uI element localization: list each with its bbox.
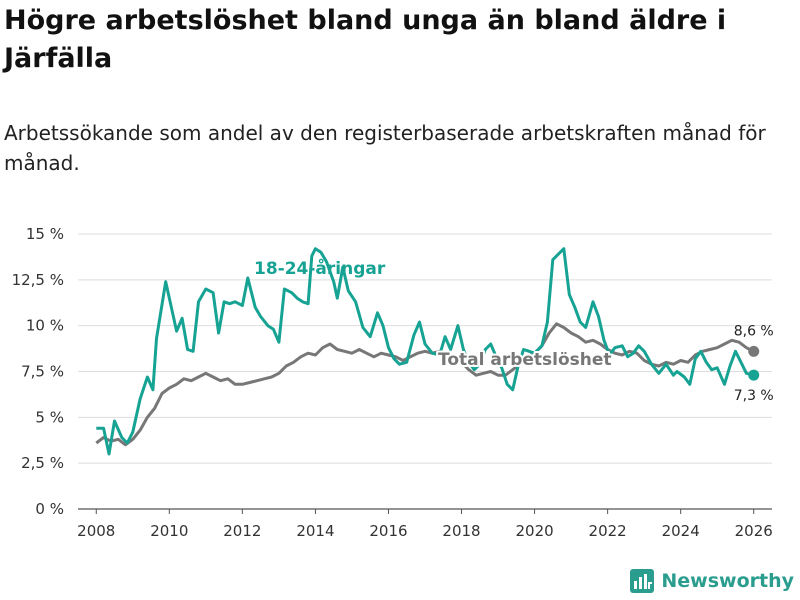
total-series-label: Total arbetslöshet: [438, 350, 612, 370]
y-tick-label: 15 %: [26, 225, 64, 243]
x-tick-label: 2016: [369, 522, 407, 540]
x-tick-label: 2018: [442, 522, 480, 540]
x-tick-label: 2020: [515, 522, 553, 540]
youth-end-label: 7,3 %: [734, 388, 774, 404]
youth-end-point: [748, 369, 760, 381]
y-tick-label: 0 %: [35, 500, 64, 518]
newsworthy-logo-icon: [630, 569, 655, 593]
brand-name: Newsworthy: [661, 570, 794, 592]
x-tick-label: 2014: [296, 522, 334, 540]
line-chart: 0 % 2,5 % 5 % 7,5 % 10 % 12,5 % 15 % 2008 2010 20…: [12, 225, 774, 540]
y-tick-label: 2,5 %: [21, 454, 64, 472]
x-tick-label: 2010: [150, 522, 188, 540]
x-tick-label: 2026: [735, 522, 773, 540]
y-tick-label: 12,5 %: [12, 271, 64, 289]
x-tick-label: 2008: [77, 522, 115, 540]
total-end-label: 8,6 %: [734, 323, 774, 339]
total-end-point: [748, 345, 760, 357]
x-tick-label: 2012: [223, 522, 261, 540]
y-tick-label: 5 %: [35, 408, 64, 426]
brand-logo: Newsworthy: [629, 568, 794, 594]
y-tick-label: 7,5 %: [21, 363, 64, 381]
youth-series-label: 18-24-åringar: [254, 257, 386, 279]
y-tick-label: 10 %: [26, 317, 64, 335]
youth-unemployment-line: [96, 247, 755, 456]
chart-subtitle: Arbetssökande som andel av den registerb…: [4, 121, 766, 175]
total-unemployment-line: [95, 322, 755, 447]
x-tick-label: 2022: [589, 522, 627, 540]
chart-title: Högre arbetslöshet bland unga än bland ä…: [4, 5, 727, 74]
x-tick-label: 2024: [662, 522, 700, 540]
